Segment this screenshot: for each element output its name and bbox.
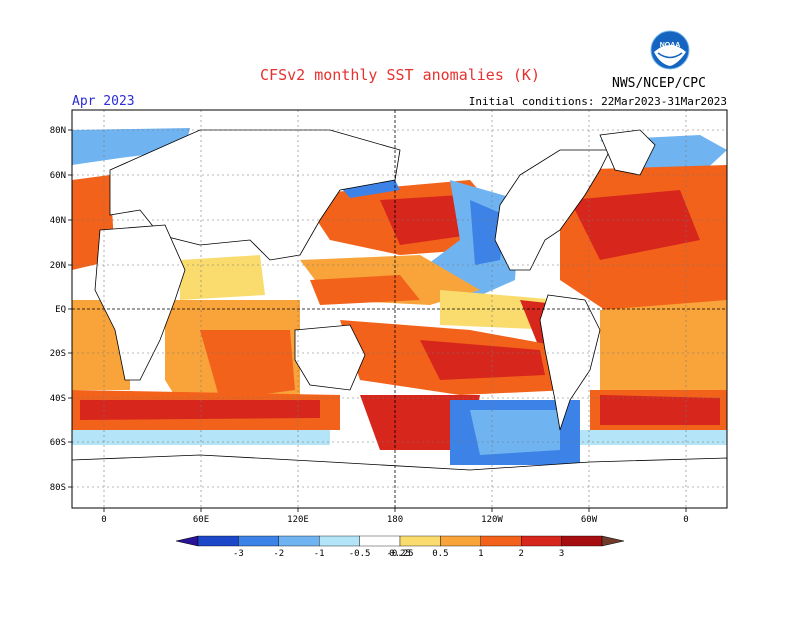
colorbar-tick-label: -0.5: [349, 549, 371, 559]
colorbar-tick-label: 0.25: [389, 549, 411, 559]
lat-ticks: [68, 129, 687, 512]
lon-label: 180: [387, 515, 403, 525]
lat-label: 20S: [50, 349, 66, 359]
lat-label: 60N: [50, 171, 66, 181]
colorbar-segment: [319, 535, 360, 547]
colorbar-tick-label: -0.25: [386, 549, 413, 559]
forecast-month: Apr 2023: [72, 94, 135, 109]
colorbar-tick-label: -2: [273, 549, 284, 559]
colorbar-tick-label: -3: [233, 549, 244, 559]
lon-label: 120E: [287, 515, 309, 525]
colorbar-segment: [359, 535, 401, 547]
svg-text:NOAA: NOAA: [660, 42, 681, 49]
lon-label: 0: [683, 515, 688, 525]
colorbar-segment: [238, 535, 279, 547]
latitude-labels: 80N 60N 40N 20N EQ 20S 40S 60S 80S: [50, 126, 66, 493]
colorbar-tick-label: 3: [559, 549, 564, 559]
colorbar-segment: [521, 535, 562, 547]
colorbar-tick-label: -1: [314, 549, 325, 559]
lon-label: 60W: [581, 515, 598, 525]
lon-label: 0: [101, 515, 106, 525]
colorbar-segment: [561, 535, 603, 547]
lat-label: 80N: [50, 126, 66, 136]
colorbar: -3 -2 -1 -0.5 -0.250.25 0.5 1 2 3: [175, 535, 625, 559]
colorbar-segment: [278, 535, 320, 547]
longitude-labels: 0 60E 120E 180 120W 60W 0: [101, 515, 688, 525]
graticule: [72, 110, 727, 508]
colorbar-segment: [440, 535, 481, 547]
lat-label: 40S: [50, 394, 66, 404]
colorbar-tick-label: 1: [478, 549, 483, 559]
colorbar-segment: [399, 535, 441, 547]
lat-label: 40N: [50, 216, 66, 226]
colorbar-max-arrow: [601, 535, 625, 547]
colorbar-min-arrow: [175, 535, 199, 547]
noaa-logo: NOAA: [650, 30, 690, 70]
equator-dateline: [72, 110, 727, 508]
colorbar-tick-label: 0.5: [432, 549, 448, 559]
colorbar-segment: [197, 535, 239, 547]
anomaly-field: [72, 128, 727, 465]
colorbar-tick-label: 2: [518, 549, 523, 559]
lat-label: 80S: [50, 483, 66, 493]
colorbar-segment: [480, 535, 522, 547]
agency-label: NWS/NCEP/CPC: [612, 76, 706, 91]
initial-conditions: Initial conditions: 22Mar2023-31Mar2023: [468, 95, 727, 108]
map-title: CFSv2 monthly SST anomalies (K): [260, 66, 540, 84]
lat-label: 60S: [50, 438, 66, 448]
continents: [71, 129, 728, 509]
lon-label: 120W: [481, 515, 503, 525]
lat-label: EQ: [55, 305, 66, 315]
lon-label: 60E: [193, 515, 209, 525]
lat-label: 20N: [50, 261, 66, 271]
